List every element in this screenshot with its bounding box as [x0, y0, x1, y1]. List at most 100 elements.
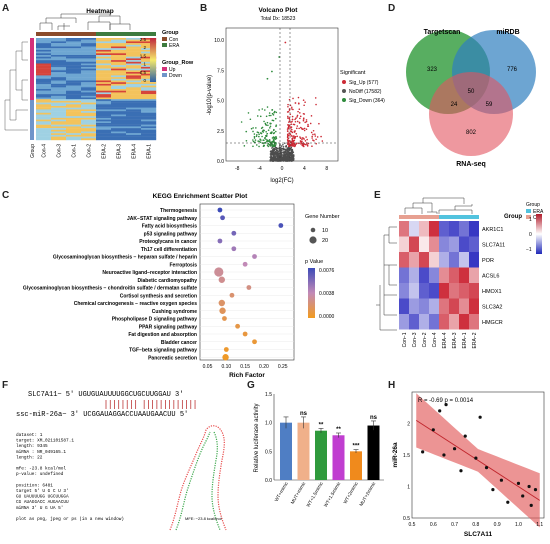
small-heatmap-cell	[449, 298, 459, 314]
heatmap-color-scale	[150, 38, 156, 82]
volcano-point-down	[272, 114, 275, 116]
small-heatmap-cell	[409, 283, 419, 299]
volcano-point-up	[311, 137, 313, 139]
kegg-point	[252, 254, 257, 259]
volcano-point-down	[267, 129, 270, 131]
heatmap-cell	[141, 121, 157, 124]
heatmap-cell	[36, 134, 52, 137]
heatmap-cell	[81, 123, 97, 125]
kegg-pathway-label: Pancreatic secretion	[148, 355, 197, 361]
heatmap-cell	[126, 100, 142, 103]
kegg-p-tick-mid: 0.0038	[319, 291, 335, 297]
kegg-pathway-label: Glycosaminoglycan biosynthesis − heparan…	[53, 255, 197, 261]
heatmap-cell	[141, 49, 157, 52]
heatmap-x-label: Con-2	[87, 144, 93, 158]
volcano-point-up	[304, 101, 306, 103]
heatmap-cell	[36, 138, 52, 141]
correlation-svg: 0.5 0.6 0.7 0.8 0.9 1.0 1.1 2 1.5 1 0.5 R = -0.69…	[392, 391, 545, 538]
volcano-point-down	[265, 138, 267, 141]
heatmap-cell	[66, 133, 82, 136]
heatmap-cells	[36, 38, 157, 141]
heatmap-cell	[96, 117, 112, 120]
heatmap-cell	[66, 129, 82, 132]
heatmap-cell	[51, 70, 67, 73]
volcano-point-up	[299, 112, 301, 114]
venn-count-ts-rna: 24	[451, 102, 458, 108]
heatmap-cell	[81, 119, 97, 122]
heatmap-cell	[96, 97, 112, 100]
volcano-point-nodiff	[280, 152, 283, 154]
volcano-point-up	[288, 142, 291, 144]
volcano-point-down	[273, 141, 276, 143]
heatmap-cell	[126, 111, 142, 113]
volcano-point-down	[265, 124, 268, 126]
heatmap-cell	[51, 73, 67, 76]
volcano-x-tick: 4	[303, 166, 306, 172]
small-heatmap-cell	[449, 236, 459, 252]
volcano-point-up	[314, 97, 317, 99]
heatmap-cell	[51, 39, 67, 42]
rnahybrid-line: mfe: -23.8 kcal/mol	[16, 467, 66, 472]
heatmap-cell	[81, 94, 97, 96]
volcano-point-up	[314, 135, 317, 137]
heatmap-cell	[81, 53, 97, 56]
heatmap-cell	[96, 70, 112, 73]
volcano-point-up	[299, 136, 301, 138]
heatmap-cell	[51, 80, 67, 83]
heatmap-scale-tick: 1	[143, 62, 146, 67]
heatmap-cell	[141, 95, 157, 98]
heatmap-cell	[36, 80, 52, 83]
volcano-point-up	[307, 142, 310, 145]
heatmap-cell	[66, 38, 82, 40]
volcano-point-down	[273, 136, 276, 139]
panel-g-luciferase: 1.5 1.0 0.5 0.0 ns ** ** *** ns WT+mimic MUT+mim…	[248, 380, 388, 539]
heatmap-cell	[141, 85, 157, 88]
h-point	[478, 415, 482, 419]
heatmap-cell	[96, 85, 112, 88]
heatmap-cell	[141, 133, 157, 136]
heatmap-cell	[51, 55, 67, 57]
volcano-point-down	[275, 135, 277, 138]
panel-f-binding: SLC7A11− 5' UGUGUAUUUUGGCUGCUUGGAU 3' ss…	[0, 380, 248, 539]
volcano-point-nodiff	[292, 154, 295, 156]
g-x-label: MUT+2mimic	[358, 480, 376, 507]
heatmap-cell	[96, 133, 112, 136]
volcano-point-nodiff	[275, 149, 278, 151]
volcano-point-down	[271, 112, 274, 115]
heatmap-cell	[126, 65, 142, 68]
volcano-y-tick: 5.0	[217, 99, 224, 105]
kegg-pathway-label: PPAR signaling pathway	[139, 324, 197, 330]
group-bar-con-e	[399, 215, 439, 219]
kegg-point	[242, 261, 248, 267]
heatmap-cell	[66, 44, 82, 47]
heatmap-cell	[51, 72, 67, 74]
volcano-point-down	[258, 109, 260, 111]
volcano-legend-title: Significant	[340, 70, 366, 76]
heatmap-cell	[126, 75, 142, 78]
heatmap-cell	[111, 53, 127, 56]
volcano-x-ticks: -8 -4 0 4 8	[235, 166, 328, 172]
heatmap-cell	[126, 58, 142, 61]
volcano-point-nodiff	[287, 157, 290, 160]
small-heatmap-cell	[449, 283, 459, 299]
heatmap-cell	[66, 95, 82, 98]
volcano-point-up	[296, 116, 298, 118]
volcano-point-nodiff	[280, 155, 283, 157]
small-heatmap-row-dendrogram	[376, 226, 397, 331]
heatmap-cell	[96, 73, 112, 76]
heatmap-cell	[36, 46, 52, 49]
heatmap-cell	[111, 77, 127, 79]
volcano-point-down	[264, 109, 266, 111]
small-heatmap-cell	[419, 267, 429, 283]
heatmap-cell	[81, 58, 97, 61]
heatmap-cell	[36, 63, 52, 66]
volcano-point-outlier	[278, 56, 281, 58]
heatmap-cell	[36, 111, 52, 113]
heatmap-cell	[81, 90, 97, 93]
heatmap-cell	[126, 124, 142, 127]
small-heatmap-cell	[439, 298, 449, 314]
volcano-point-down	[243, 145, 246, 147]
heatmap-cell	[141, 41, 157, 44]
volcano-y-tick: 0.0	[217, 159, 224, 165]
volcano-point-nodiff	[275, 153, 278, 156]
